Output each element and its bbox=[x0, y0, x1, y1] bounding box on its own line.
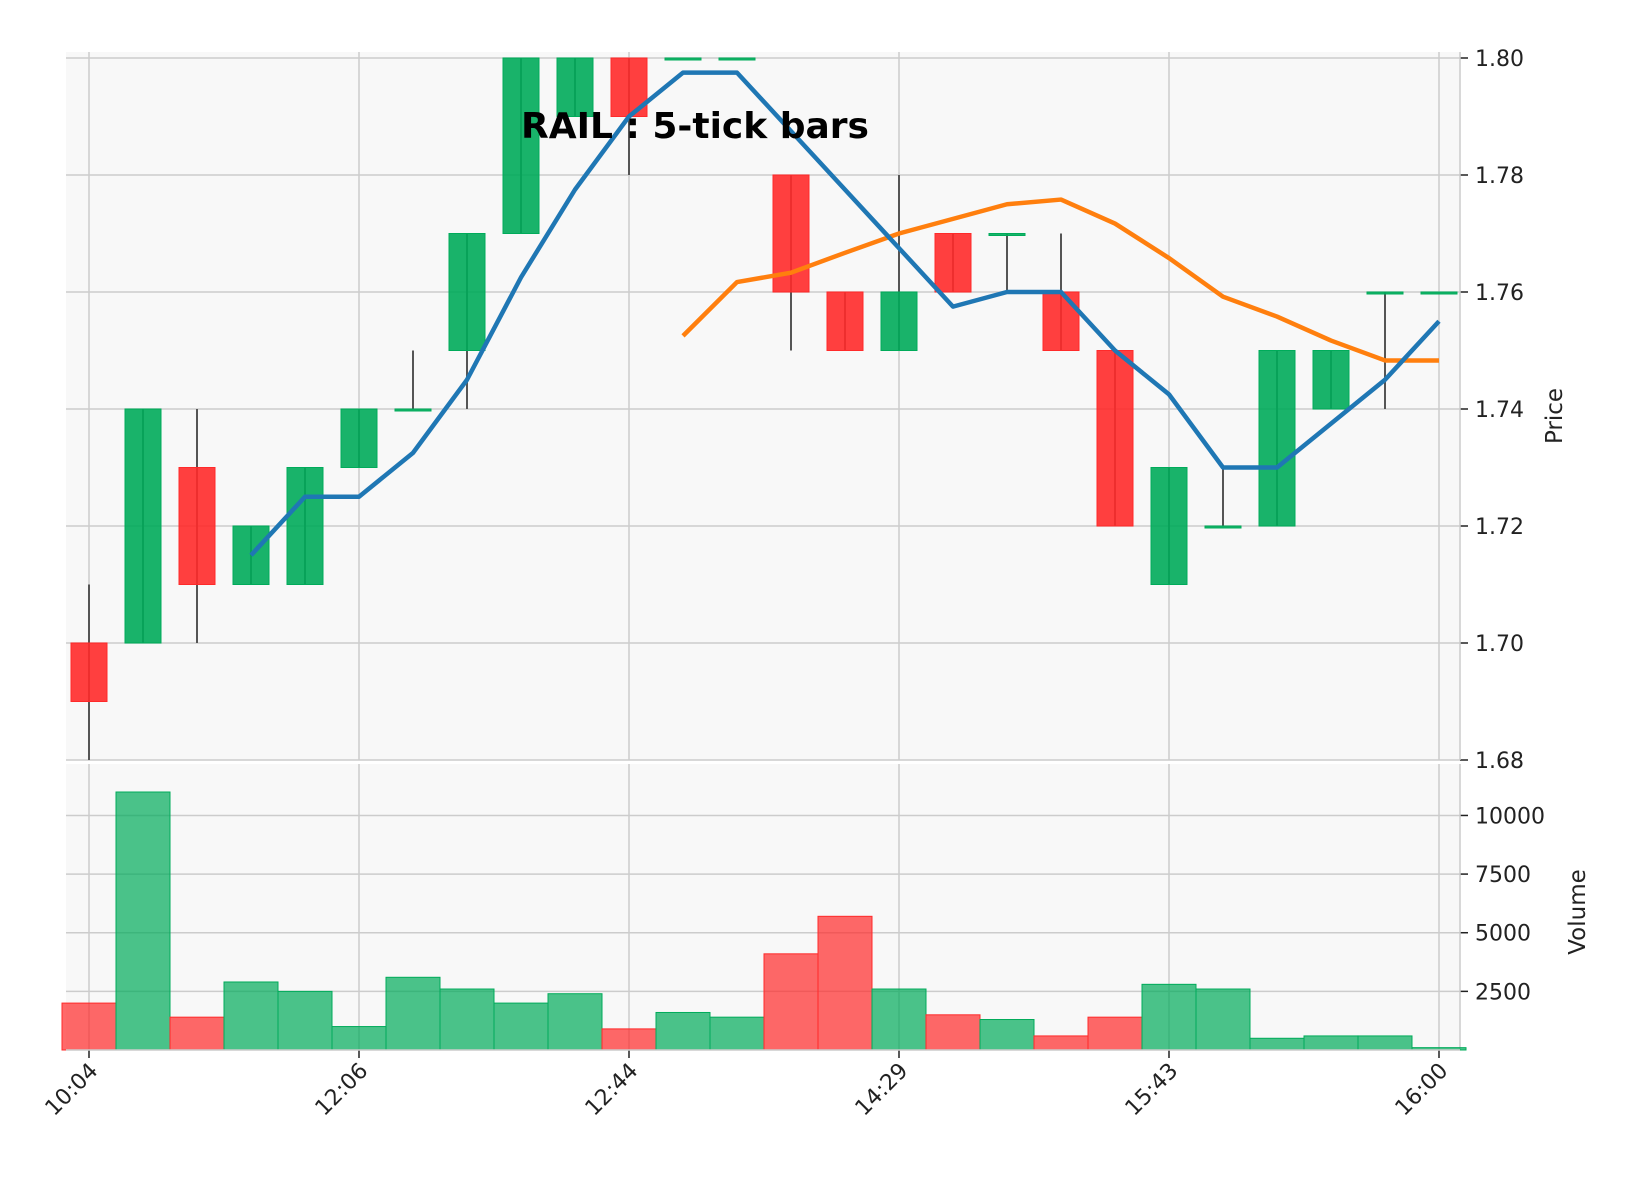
candle-body bbox=[664, 57, 702, 61]
candle-body bbox=[880, 291, 918, 351]
volume-bar bbox=[871, 988, 927, 1051]
volume-tick-label: 5000 bbox=[1475, 922, 1531, 947]
volume-bar bbox=[331, 1026, 387, 1051]
volume-bar bbox=[1087, 1016, 1143, 1051]
candle-body bbox=[70, 642, 108, 702]
candle-body bbox=[340, 408, 378, 468]
candle-body bbox=[286, 467, 324, 585]
ma-short-line bbox=[249, 70, 1441, 557]
candle-body bbox=[178, 467, 216, 585]
volume-tick-label: 7500 bbox=[1475, 863, 1531, 888]
volume-bar bbox=[277, 990, 333, 1051]
candle-body bbox=[1204, 525, 1242, 529]
candle-body bbox=[124, 408, 162, 644]
volume-bar bbox=[1249, 1037, 1305, 1051]
price-tick-label: 1.76 bbox=[1475, 281, 1524, 306]
volume-bar bbox=[1033, 1035, 1089, 1051]
candle-body bbox=[1420, 291, 1458, 295]
volume-bar bbox=[979, 1019, 1035, 1051]
volume-tick-label: 2500 bbox=[1475, 980, 1531, 1005]
volume-panel: 2500 5000 7500 10000 bbox=[61, 764, 1545, 1051]
candle-body bbox=[1042, 291, 1080, 351]
price-panel: 1.68 1.70 1.72 1.74 1.76 1.78 1.80 bbox=[66, 47, 1524, 774]
candle-body bbox=[1366, 291, 1404, 295]
candle-body bbox=[1096, 350, 1134, 527]
candle-body bbox=[988, 233, 1026, 236]
candle-body bbox=[1150, 467, 1188, 585]
price-tick-label: 1.70 bbox=[1475, 632, 1524, 657]
volume-bar bbox=[1303, 1035, 1359, 1051]
candle-body bbox=[448, 233, 486, 351]
candle-body bbox=[502, 57, 540, 234]
price-axis-label: Price bbox=[1542, 388, 1568, 444]
price-tick-label: 1.74 bbox=[1475, 398, 1524, 423]
candle-body bbox=[1258, 350, 1296, 527]
volume-bar bbox=[439, 988, 495, 1051]
candle-body bbox=[934, 233, 972, 293]
candle-body bbox=[1312, 350, 1350, 410]
volume-bar bbox=[1357, 1035, 1413, 1051]
volume-bar bbox=[61, 1002, 117, 1051]
candle-body bbox=[826, 291, 864, 351]
volume-bar bbox=[493, 1002, 549, 1051]
ma-long-line bbox=[681, 197, 1439, 363]
price-tick-label: 1.80 bbox=[1475, 47, 1524, 72]
volume-bar bbox=[601, 1028, 657, 1051]
candle-body bbox=[556, 57, 594, 117]
volume-bar bbox=[1141, 983, 1197, 1051]
volume-bar bbox=[925, 1014, 981, 1051]
volume-bar bbox=[709, 1016, 765, 1051]
volume-bar bbox=[817, 915, 873, 1051]
candle-body bbox=[718, 57, 756, 61]
price-tick-label: 1.68 bbox=[1475, 749, 1524, 774]
volume-bar bbox=[547, 993, 603, 1051]
volume-tick-label: 10000 bbox=[1475, 804, 1545, 829]
volume-bar bbox=[115, 791, 171, 1051]
volume-bar bbox=[223, 981, 279, 1051]
price-tick-label: 1.78 bbox=[1475, 164, 1524, 189]
volume-bar bbox=[655, 1011, 711, 1051]
volume-axis-label: Volume bbox=[1565, 869, 1591, 955]
volume-bar bbox=[385, 976, 441, 1051]
price-panel-bg bbox=[66, 52, 1460, 760]
candle-body bbox=[394, 408, 432, 412]
volume-bar bbox=[1195, 988, 1251, 1051]
chart-title: RAIL : 5-tick bars bbox=[521, 106, 869, 147]
volume-bar bbox=[763, 953, 819, 1051]
price-tick-label: 1.72 bbox=[1475, 515, 1524, 540]
volume-bar bbox=[169, 1016, 225, 1051]
